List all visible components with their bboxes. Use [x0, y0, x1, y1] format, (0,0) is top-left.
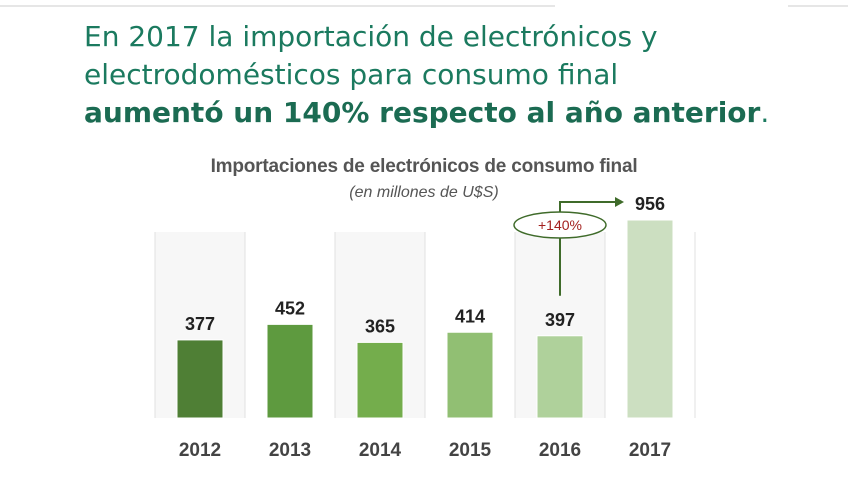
- data-label: 956: [635, 194, 665, 214]
- category-label: 2012: [179, 440, 221, 461]
- bar: [626, 219, 674, 419]
- headline-line-2: electrodomésticos para consumo final: [84, 58, 619, 91]
- top-divider-right: [788, 0, 848, 7]
- category-label: 2016: [539, 440, 581, 461]
- data-label: 452: [275, 298, 305, 318]
- data-label: 414: [455, 306, 485, 326]
- category-label: 2013: [269, 440, 311, 461]
- category-label: 2015: [449, 440, 492, 461]
- headline-period: .: [760, 96, 770, 129]
- chart-subtitle: (en millones de U$S): [349, 184, 499, 201]
- bar: [446, 331, 494, 419]
- bar: [536, 335, 584, 419]
- category-label: 2014: [359, 440, 402, 461]
- data-label: 377: [185, 314, 215, 334]
- growth-arrow-head: [615, 197, 624, 207]
- bar: [356, 341, 404, 419]
- category-label: 2017: [629, 440, 671, 461]
- data-label: 365: [365, 316, 395, 336]
- chart-title: Importaciones de electrónicos de consumo…: [210, 156, 638, 177]
- headline-line-1: En 2017 la importación de electrónicos y: [84, 20, 658, 53]
- growth-badge-label: +140%: [538, 217, 582, 233]
- growth-arrow-line: [559, 201, 618, 296]
- headline-line-3: aumentó un 140% respecto al año anterior…: [84, 94, 824, 132]
- data-label: 397: [545, 310, 575, 330]
- headline: En 2017 la importación de electrónicos y…: [84, 18, 824, 132]
- growth-badge: [513, 211, 607, 239]
- bar: [176, 339, 224, 419]
- top-divider: [0, 0, 555, 7]
- headline-emphasis: aumentó un 140% respecto al año anterior: [84, 96, 761, 129]
- bar: [266, 323, 314, 419]
